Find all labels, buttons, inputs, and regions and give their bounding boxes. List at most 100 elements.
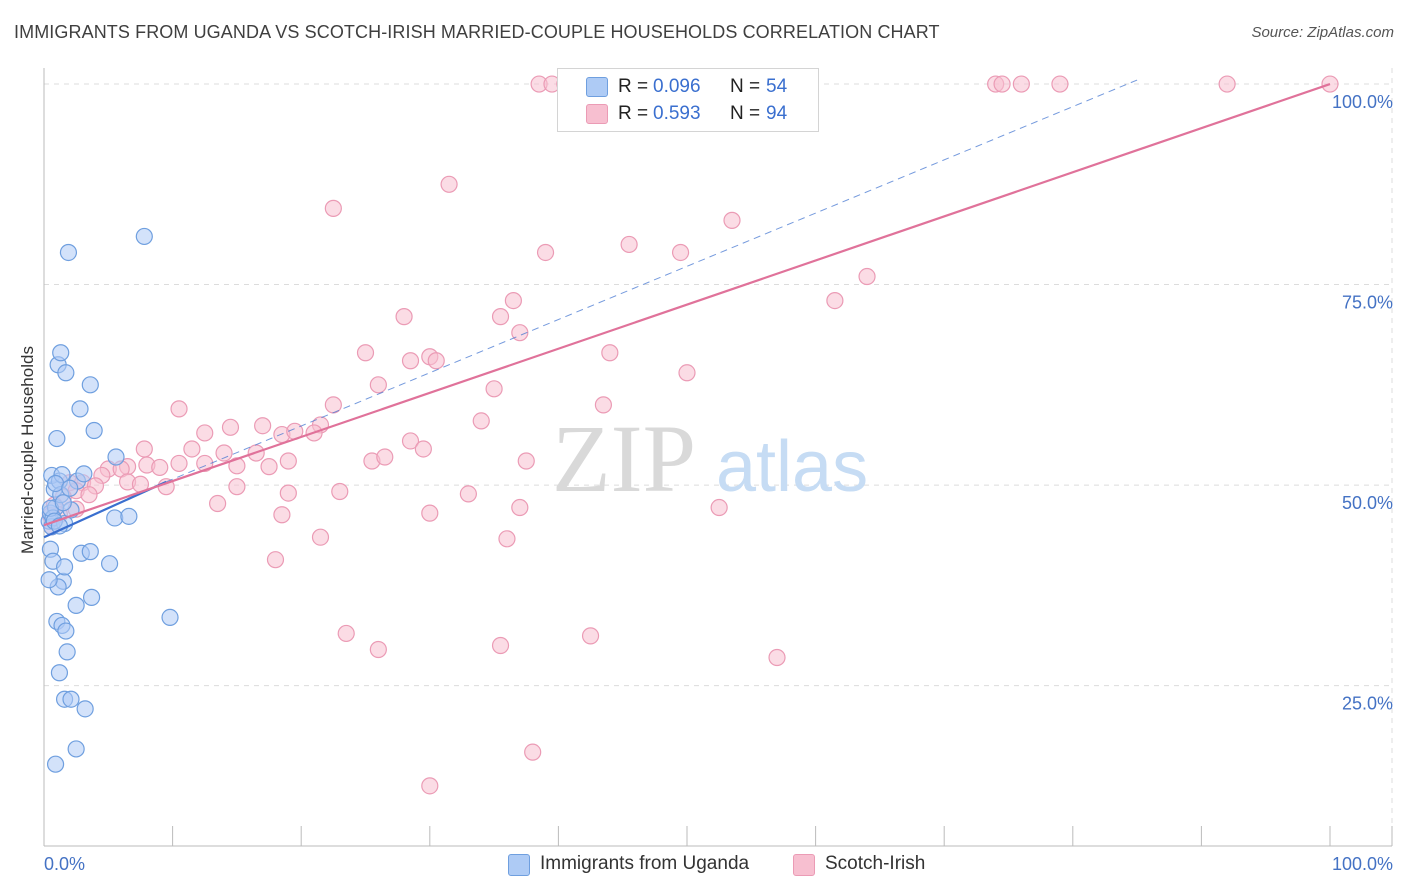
scotch-irish-point xyxy=(472,412,490,430)
scotch-irish-point xyxy=(1012,75,1030,93)
scotch-irish-point xyxy=(215,444,233,462)
legend-r-value: 0.593 xyxy=(653,103,701,124)
uganda-point xyxy=(76,700,94,718)
uganda-point xyxy=(46,755,65,773)
uganda-point xyxy=(67,596,85,614)
scotch-irish-point xyxy=(517,452,535,470)
uganda-point xyxy=(57,364,75,382)
trendline-layer xyxy=(43,79,1331,539)
scotch-irish-point xyxy=(369,640,387,659)
watermark: ZIP atlas xyxy=(552,405,868,512)
scotch-irish-point xyxy=(279,484,297,502)
uganda-point xyxy=(82,588,101,606)
uganda-point xyxy=(57,622,75,640)
legend-row-uganda: R = 0.096 N = 54 xyxy=(558,74,818,100)
scotch-irish-point xyxy=(601,344,619,362)
watermark-atlas: atlas xyxy=(716,427,868,507)
scotch-irish-point xyxy=(331,482,349,501)
points-layer xyxy=(40,75,1339,795)
scotch-irish-point xyxy=(414,440,432,458)
scotch-irish-point xyxy=(620,235,638,254)
y-tick-label: 25.0% xyxy=(1342,694,1393,714)
scotch-irish-point xyxy=(671,243,690,262)
scotch-irish-point xyxy=(440,175,458,193)
legend-n-value: 54 xyxy=(766,76,788,97)
scotch-irish-point xyxy=(485,380,503,398)
uganda-point xyxy=(100,555,119,573)
legend-r-value: 0.096 xyxy=(653,76,701,97)
uganda-point xyxy=(61,479,79,497)
scotch-irish-point xyxy=(826,291,844,310)
scotch-irish-point xyxy=(279,452,297,470)
uganda-point xyxy=(106,509,124,527)
uganda-point xyxy=(52,344,70,362)
source-label: Source: ZipAtlas.com xyxy=(1251,24,1394,41)
uganda-point xyxy=(120,507,138,525)
uganda-point xyxy=(67,740,85,758)
scotch-irish-point xyxy=(376,448,394,466)
axis-layer xyxy=(43,68,1393,847)
scotch-irish-point xyxy=(135,440,153,458)
uganda-point xyxy=(59,243,78,262)
scotch-irish-point xyxy=(183,440,201,458)
x-tick-label: 0.0% xyxy=(44,854,85,874)
scotch-irish-point xyxy=(768,648,786,667)
scotch-irish-point xyxy=(1051,75,1069,93)
scotch-irish-point xyxy=(993,75,1011,93)
scotch-irish-point xyxy=(324,199,342,217)
scotch-irish-point xyxy=(401,432,420,450)
uganda-point xyxy=(107,448,125,466)
uganda-point xyxy=(55,558,74,576)
uganda-point xyxy=(50,664,69,682)
bottom-legend-swatch-scotch xyxy=(793,854,815,876)
scotch-irish-point xyxy=(504,291,522,310)
uganda-point xyxy=(85,421,103,440)
uganda-point xyxy=(135,227,153,246)
scotch-irish-point xyxy=(459,485,477,503)
scotch-irish-point xyxy=(273,506,291,524)
tick-label-layer: 25.0% 50.0% 75.0% 100.0% 0.0% 100.0% xyxy=(44,92,1393,874)
y-tick-label: 100.0% xyxy=(1332,92,1393,112)
scotch-irish-point xyxy=(228,457,246,475)
scotch-irish-point xyxy=(678,364,696,382)
scotch-irish-trendline xyxy=(43,83,1331,527)
uganda-point xyxy=(81,543,99,561)
scotch-irish-point xyxy=(395,308,413,326)
scotch-irish-point xyxy=(581,627,600,645)
scotch-irish-point xyxy=(536,243,555,262)
y-tick-label: 75.0% xyxy=(1342,293,1393,313)
bottom-legend-label-uganda: Immigrants from Uganda xyxy=(540,853,750,874)
uganda-point xyxy=(62,690,80,708)
scotch-irish-point xyxy=(524,743,542,761)
scotch-irish-point xyxy=(491,308,510,326)
scotch-irish-point xyxy=(401,352,420,370)
scotch-irish-point xyxy=(228,478,246,496)
scotch-irish-point xyxy=(254,417,272,435)
uganda-point xyxy=(81,376,99,394)
scotch-irish-point xyxy=(337,624,355,643)
scotch-irish-point xyxy=(723,211,741,229)
watermark-zip: ZIP xyxy=(552,405,696,512)
legend-n-label: N = xyxy=(730,76,761,97)
scotch-irish-point xyxy=(594,396,613,414)
legend-swatch-scotch xyxy=(586,104,608,124)
grid-layer xyxy=(44,68,1393,846)
scotch-irish-point xyxy=(151,458,169,477)
scotch-irish-point xyxy=(369,376,387,394)
bottom-legend-label-scotch: Scotch-Irish xyxy=(825,853,926,874)
uganda-point xyxy=(75,465,93,483)
bottom-legend-swatch-uganda xyxy=(508,854,530,876)
legend-r-label: R = xyxy=(618,76,649,97)
scotch-irish-point xyxy=(209,494,227,513)
uganda-point xyxy=(40,571,58,589)
uganda-point xyxy=(54,494,72,512)
scotch-irish-point xyxy=(221,418,240,436)
legend-r-label: R = xyxy=(618,103,649,124)
uganda-point xyxy=(161,608,179,627)
legend-swatch-uganda xyxy=(586,77,608,97)
scotch-irish-point xyxy=(427,352,445,370)
scotch-irish-point xyxy=(421,504,439,522)
chart-title: IMMIGRANTS FROM UGANDA VS SCOTCH-IRISH M… xyxy=(14,22,940,42)
scotch-irish-point xyxy=(260,458,278,476)
